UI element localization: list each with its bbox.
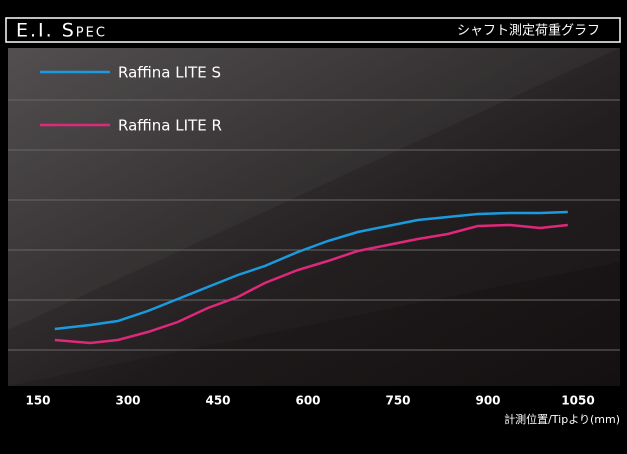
series-line bbox=[54, 223, 568, 345]
x-tick-label: 450 bbox=[205, 394, 230, 408]
plot-area bbox=[8, 48, 620, 386]
header-subtitle: シャフト測定荷重グラフ bbox=[457, 23, 600, 39]
x-tick-label: 300 bbox=[115, 394, 140, 408]
x-tick-label: 150 bbox=[25, 394, 50, 408]
header-title: E.I. Spec bbox=[16, 20, 107, 42]
x-tick-label: 600 bbox=[295, 394, 320, 408]
header-box bbox=[5, 17, 621, 43]
plot-stripe bbox=[8, 48, 620, 330]
x-tick-label: 900 bbox=[475, 394, 500, 408]
legend-label: Raffina LITE S bbox=[118, 64, 221, 82]
x-axis-label: 計測位置/Tipより(mm) bbox=[504, 412, 620, 426]
x-tick-label: 1050 bbox=[561, 394, 594, 408]
x-tick-label: 750 bbox=[385, 394, 410, 408]
legend-label: Raffina LITE R bbox=[118, 117, 222, 135]
series-line bbox=[54, 210, 568, 331]
